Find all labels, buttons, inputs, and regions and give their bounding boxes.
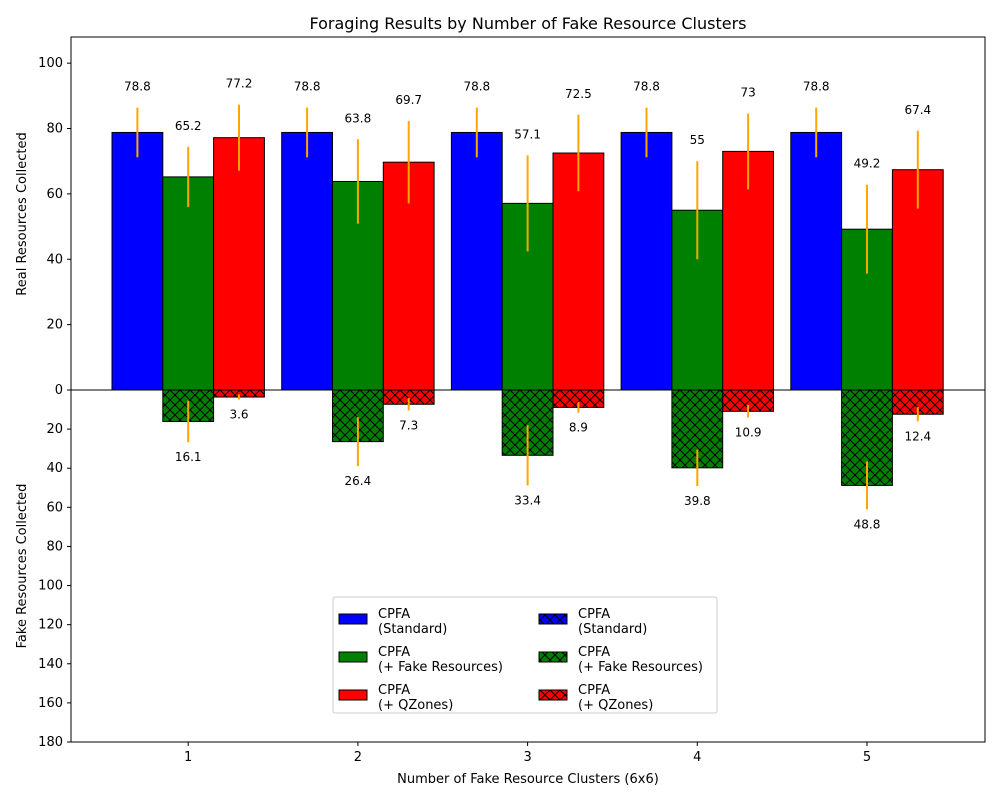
value-label-real: 69.7: [395, 93, 422, 107]
bar-fake-hatch: [383, 390, 435, 405]
y-tick-label-bottom: 120: [38, 618, 63, 633]
y-tick-label-top: 0: [55, 383, 63, 398]
bar-fake-hatch: [722, 390, 774, 412]
legend-swatch-hatch: [539, 614, 567, 624]
legend-swatch-hatch: [539, 690, 567, 700]
bar-fake-hatch: [553, 390, 604, 408]
y-tick-label-top: 40: [46, 252, 63, 267]
value-label-real: 78.8: [803, 80, 830, 94]
bar-real: [722, 150, 775, 391]
legend-box: [332, 596, 718, 714]
y-tick-label-top: 60: [46, 187, 63, 202]
value-label-real: 78.8: [463, 80, 490, 94]
y-tick-label-top: 100: [38, 56, 63, 71]
value-label-fake: 39.8: [684, 494, 711, 508]
y-tick-label-bottom: 60: [46, 500, 63, 515]
bar-real: [450, 131, 503, 391]
legend-swatch-hatch: [539, 652, 567, 662]
value-label-fake: 48.8: [854, 517, 881, 531]
x-tick-label: 4: [693, 750, 701, 765]
y-tick-label-bottom: 180: [38, 735, 63, 750]
legend-label: CPFA: [378, 645, 410, 660]
y-tick-label-bottom: 40: [46, 461, 63, 476]
value-label-real: 55: [690, 133, 705, 147]
value-label-real: 57.1: [514, 127, 541, 141]
legend-label: CPFA: [578, 683, 610, 698]
plot-area: 78.8 65.2 16.1 77.2 3.6 78.8 63.8 26.4 69.7 7.3 78…: [38, 36, 986, 765]
bar-real: [552, 152, 605, 391]
legend-swatch: [338, 651, 368, 663]
x-axis-label: Number of Fake Resource Clusters (6x6): [397, 772, 659, 787]
value-label-fake: 10.9: [735, 426, 762, 440]
y-tick-label-top: 20: [46, 318, 63, 333]
value-label-fake: 8.9: [569, 421, 588, 435]
value-label-fake: 16.1: [175, 450, 202, 464]
y-tick-label-bottom: 100: [38, 579, 63, 594]
value-label-real: 78.8: [294, 80, 321, 94]
x-tick-label: 3: [523, 750, 531, 765]
bar-real: [213, 137, 265, 391]
value-label-real: 65.2: [175, 119, 202, 133]
bar-real: [790, 131, 843, 391]
value-label-real: 73: [740, 85, 755, 99]
chart-title: Foraging Results by Number of Fake Resou…: [310, 14, 747, 33]
legend-label: (Standard): [378, 622, 447, 637]
value-label-real: 77.2: [226, 77, 253, 91]
bar-real: [281, 131, 334, 391]
bar-real: [111, 131, 164, 391]
legend-label: CPFA: [578, 645, 610, 660]
y-tick-label-bottom: 80: [46, 539, 63, 554]
y-tick-label-bottom: 20: [46, 422, 63, 437]
legend-label: (Standard): [578, 622, 647, 637]
bar-real: [162, 176, 215, 391]
x-tick-label: 2: [354, 750, 362, 765]
value-label-real: 49.2: [854, 157, 881, 171]
legend-label: CPFA: [378, 683, 410, 698]
legend-label: (+ QZones): [578, 698, 653, 713]
value-label-fake: 12.4: [904, 429, 931, 443]
value-label-real: 78.8: [633, 80, 660, 94]
value-label-real: 63.8: [345, 111, 372, 125]
legend-label: (+ QZones): [378, 698, 453, 713]
legend-swatch: [338, 689, 368, 701]
y-tick-label-top: 80: [46, 122, 63, 137]
value-label-real: 67.4: [904, 103, 931, 117]
x-tick-label: 1: [184, 750, 192, 765]
value-label-fake: 26.4: [345, 474, 372, 488]
value-label-fake: 33.4: [514, 493, 541, 507]
y-tick-label-bottom: 160: [38, 696, 63, 711]
x-tick-label: 5: [863, 750, 871, 765]
y-tick-label-bottom: 140: [38, 657, 63, 672]
value-label-real: 72.5: [565, 87, 592, 101]
value-label-fake: 3.6: [229, 408, 248, 422]
legend-label: CPFA: [578, 607, 610, 622]
value-label-real: 78.8: [124, 80, 151, 94]
y-axis-label-top: Real Resources Collected: [15, 132, 30, 295]
legend: CPFA(Standard)CPFA(+ Fake Resources)CPFA…: [332, 596, 718, 714]
bar-fake-hatch: [213, 390, 265, 398]
legend-label: (+ Fake Resources): [578, 660, 703, 675]
value-label-fake: 7.3: [399, 418, 418, 432]
bar-real: [620, 131, 673, 391]
legend-label: CPFA: [378, 607, 410, 622]
y-axis-label-bottom: Fake Resources Collected: [15, 484, 30, 649]
legend-swatch: [338, 613, 368, 625]
legend-label: (+ Fake Resources): [378, 660, 503, 675]
